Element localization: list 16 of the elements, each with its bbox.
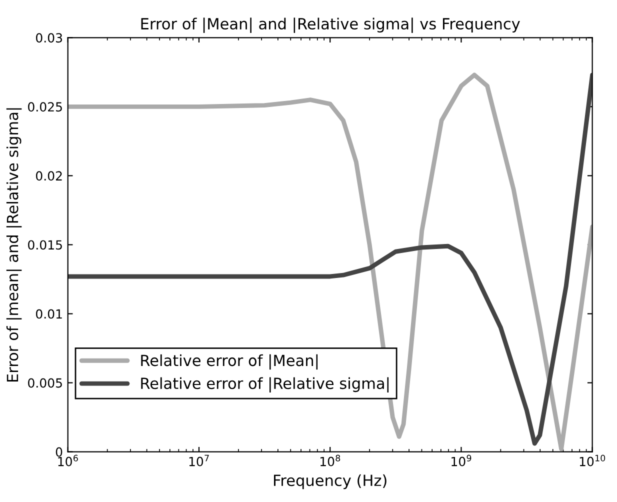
x-tick-label: 10$^{10}$ xyxy=(580,454,606,466)
x-axis-title: Frequency (Hz) xyxy=(274,474,386,490)
y-tick-label: 0.005 xyxy=(28,378,62,388)
y-tick-label: 0.015 xyxy=(28,240,62,250)
y-tick-label: 0 xyxy=(56,447,62,457)
y-tick-label: 0.02 xyxy=(36,171,62,181)
x-tick-label: 10$^{8}$ xyxy=(320,454,340,466)
x-tick-label: 10$^{9}$ xyxy=(452,454,472,466)
y-tick-label: 0.01 xyxy=(36,309,62,319)
y-tick-label: 0.03 xyxy=(36,33,62,43)
chart-title: Error of |Mean| and |Relative sigma| vs Frequency xyxy=(141,18,520,33)
legend-label: Relative error of |Relative sigma| xyxy=(141,377,389,392)
legend-label: Relative error of |Mean| xyxy=(141,354,318,370)
y-axis-title: Error of |mean| and |Relative sigma| xyxy=(6,108,22,382)
y-tick-label: 0.025 xyxy=(28,102,62,112)
x-tick-label: 10$^{7}$ xyxy=(189,454,209,466)
